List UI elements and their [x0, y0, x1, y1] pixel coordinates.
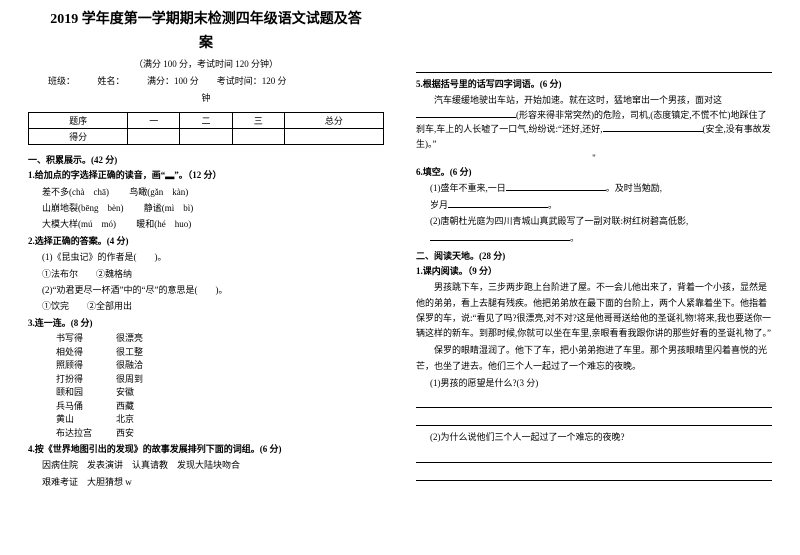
q1: 1.给加点的字选择正确的读音，画“▂”。（12 分） [28, 168, 384, 182]
q4: 4.按《世界地图引出的发现》的故事发展排列下面的词组。(6 分) [28, 442, 384, 456]
q6-1: (1)盛年不重来,一日。及时当勉励, [416, 181, 772, 195]
answer-line [416, 412, 772, 426]
pinyin-item: 差不多(chà chā) [42, 185, 109, 199]
cell: 总分 [284, 113, 383, 129]
q2-1-opts: ①法布尔 ②魏格纳 [28, 267, 384, 281]
answer-line [416, 449, 772, 463]
doc-subtitle: （满分 100 分，考试时间 120 分钟） [28, 57, 384, 70]
q2-1: (1)《昆虫记》的作者是( )。 [28, 250, 384, 264]
right-column: 5.根据括号里的话写四字词语。(6 分) 汽车缓缓地驶出车站，开始加速。就在这时… [416, 10, 772, 545]
header-info: 班级： 姓名： 满分：100 分 考试时间：120 分 [28, 74, 384, 87]
header-unit: 钟 [28, 91, 384, 104]
q5-para: 汽车缓缓地驶出车站，开始加速。就在这时，猛地窜出一个男孩，面对这(形容来得非常突… [416, 93, 772, 151]
cell [128, 129, 180, 145]
left-column: 2019 学年度第一学期期末检测四年级语文试题及答 案 （满分 100 分，考试… [28, 10, 384, 545]
q6: 6.填空。(6 分) [416, 165, 772, 179]
q1-row: 大模大样(mú mó) 暖和(hé huo) [28, 217, 384, 231]
q1-row: 山崩地裂(bēng bèn) 静谧(mì bì) [28, 201, 384, 215]
cell [284, 129, 383, 145]
section-1: 一、积累展示。(42 分) [28, 153, 384, 166]
doc-title-1: 2019 学年度第一学期期末检测四年级语文试题及答 [28, 10, 384, 30]
blank [506, 181, 606, 191]
doc-title-2: 案 [28, 34, 384, 54]
answer-line [416, 467, 772, 481]
cell [232, 129, 284, 145]
blank [448, 198, 548, 208]
q2-2: (2)“劝君更尽一杯酒”中的“尽”的意思是( )。 [28, 283, 384, 297]
match-row: 黄山北京 [28, 413, 384, 427]
q2: 2.选择正确的答案。(4 分) [28, 234, 384, 248]
match-row: 打扮得很周到 [28, 373, 384, 387]
cell-label: 题序 [29, 113, 128, 129]
q6-2: (2)唐朝杜光庭为四川青城山真武殿写了一副对联:树红树碧高低影, [416, 214, 772, 228]
q7-1: (1)男孩的愿望是什么?(3 分) [416, 376, 772, 390]
cell-label: 得分 [29, 129, 128, 145]
q7-2: (2)为什么说他们三个人一起过了一个难忘的夜晚? [416, 430, 772, 444]
section-2: 二、阅读天地。(28 分) [416, 249, 772, 262]
q4-line: 艰难考证 大胆猜想 w [28, 475, 384, 489]
spacer [416, 10, 772, 68]
pinyin-item: 暖和(hé huo) [136, 217, 191, 231]
q3: 3.连一连。(8 分) [28, 316, 384, 330]
q5: 5.根据括号里的话写四字词语。(6 分) [416, 77, 772, 91]
match-row: 兵马俑西藏 [28, 400, 384, 414]
q7: 1.课内阅读。（9 分） [416, 264, 772, 278]
table-row: 得分 [29, 129, 384, 145]
match-row: 书写得很漂亮 [28, 332, 384, 346]
divider [416, 72, 772, 73]
score-table: 题序 一 二 三 总分 得分 [28, 112, 384, 145]
cell: 一 [128, 113, 180, 129]
answer-line [416, 394, 772, 408]
q6-2b: 。 [416, 231, 772, 245]
match-row: 布达拉宫西安 [28, 427, 384, 441]
q2-2-opts: ①饮完 ②全部用出 [28, 299, 384, 313]
match-row: 颐和园安徽 [28, 386, 384, 400]
quote-mark: " [416, 153, 772, 163]
q6-1b: 岁月。 [416, 198, 772, 212]
passage-1: 男孩跳下车，三步两步跑上台阶进了屋。不一会儿他出来了，背着一个小孩，显然是他的弟… [416, 280, 772, 341]
pinyin-item: 静谧(mì bì) [144, 201, 194, 215]
blank [416, 108, 516, 118]
blank [430, 231, 570, 241]
match-row: 照顾得很融洽 [28, 359, 384, 373]
pinyin-item: 山崩地裂(bēng bèn) [42, 201, 123, 215]
q1-row: 差不多(chà chā) 鸟瞰(gǎn kàn) [28, 185, 384, 199]
pinyin-item: 鸟瞰(gǎn kàn) [129, 185, 188, 199]
cell [180, 129, 232, 145]
cell: 三 [232, 113, 284, 129]
table-row: 题序 一 二 三 总分 [29, 113, 384, 129]
blank [603, 122, 703, 132]
cell: 二 [180, 113, 232, 129]
pinyin-item: 大模大样(mú mó) [42, 217, 116, 231]
passage-2: 保罗的眼睛湿润了。他下了车，把小弟弟抱进了车里。那个男孩眼睛里闪着喜悦的光芒，也… [416, 343, 772, 374]
q4-line: 因病住院 发表演讲 认真请教 发现大陆块吻合 [28, 458, 384, 472]
match-row: 相处得很工整 [28, 346, 384, 360]
